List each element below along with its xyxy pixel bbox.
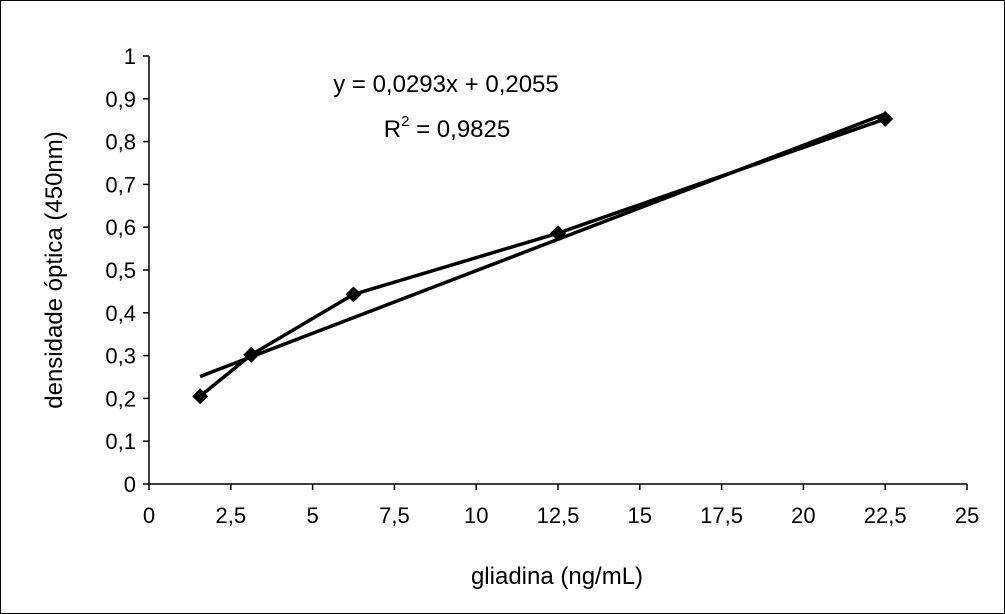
r2-prefix: R [384,116,401,143]
data-point-marker [345,286,362,303]
y-tick-label: 0,2 [105,386,136,411]
x-tick-label: 22,5 [864,503,907,528]
y-tick-label: 0,4 [105,301,136,326]
y-tick-label: 0,8 [105,130,136,155]
x-tick-label: 20 [791,503,815,528]
y-tick-label: 0 [124,472,136,497]
trendline-r2: R2 = 0,9825 [384,113,510,143]
x-tick-label: 12,5 [537,503,580,528]
x-tick-label: 10 [464,503,488,528]
x-tick-label: 7,5 [379,503,410,528]
x-tick-group: 0 2,5 5 7,5 10 12,5 15 17,5 20 22,5 25 [143,484,979,528]
data-point-marker [550,225,566,242]
trendline-equation: y = 0,0293x + 0,2055 [333,71,559,98]
axes [148,56,967,485]
data-point-marker [877,110,894,127]
series-line [199,117,886,398]
x-tick-label: 0 [143,503,155,528]
y-axis-label: densidade óptica (450nm) [41,131,68,409]
y-tick-label: 1 [124,44,136,69]
x-tick-label: 2,5 [216,503,247,528]
r2-superscript: 2 [401,113,409,130]
x-tick-label: 5 [306,503,318,528]
y-tick-label: 0,9 [105,87,136,112]
y-tick-group: 0 0,1 0,2 0,3 0,4 0,5 0,6 0,7 0,8 0,9 1 [105,44,149,497]
x-axis-label: gliadina (ng/mL) [471,563,643,590]
r2-value: = 0,9825 [409,116,510,143]
y-tick-label: 0,5 [105,258,136,283]
data-point-marker [192,388,209,405]
trend-layer [199,112,886,379]
trendline [199,112,886,379]
x-tick-label: 15 [628,503,652,528]
x-tick-label: 25 [955,503,979,528]
y-tick-label: 0,6 [105,215,136,240]
y-tick-label: 0,3 [105,344,136,369]
x-tick-label: 17,5 [700,503,743,528]
y-tick-label: 0,7 [105,172,136,197]
marker-layer [192,110,894,405]
data-point-marker [243,346,260,363]
y-tick-label: 0,1 [105,429,136,454]
series-layer [199,117,886,398]
